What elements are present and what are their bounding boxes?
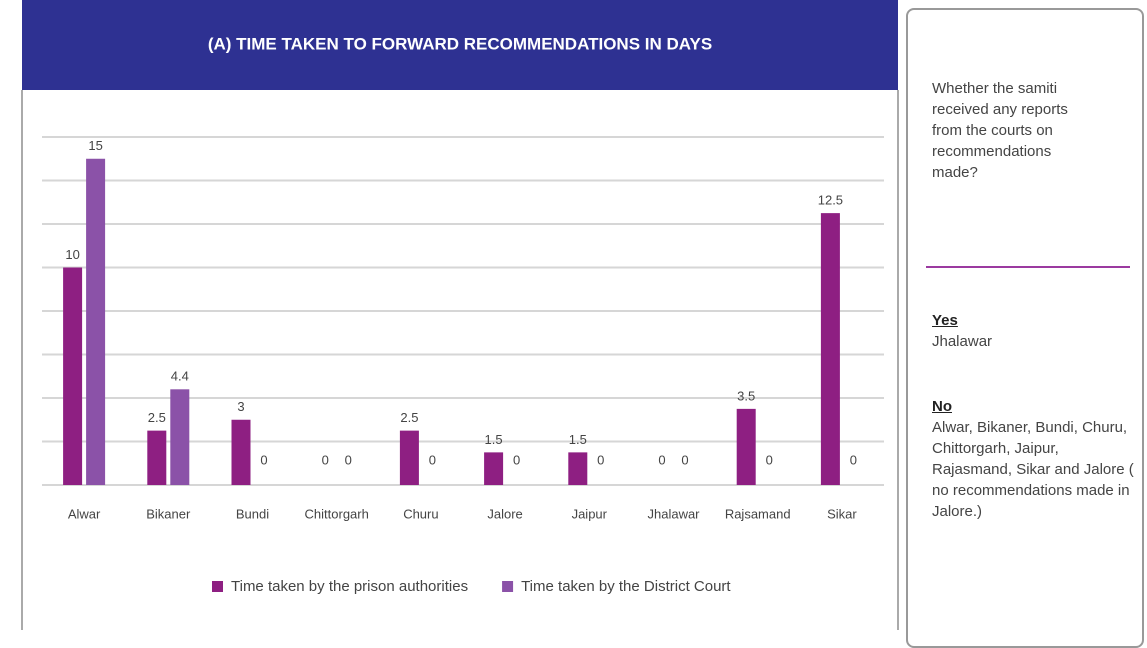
- bar: [484, 452, 504, 485]
- bar: [231, 419, 251, 485]
- value-label: 12.5: [818, 193, 843, 208]
- value-label: 10: [65, 247, 79, 262]
- value-label: 4.4: [171, 369, 189, 384]
- legend-swatch: [502, 581, 514, 592]
- bar: [820, 213, 840, 485]
- value-label: 0: [766, 452, 773, 467]
- x-tick-label: Churu: [403, 506, 438, 521]
- side-panel: Whether the samiti received any reports …: [906, 8, 1144, 648]
- value-label: 2.5: [148, 410, 166, 425]
- x-tick-label: Rajsamand: [725, 506, 791, 521]
- no-text: Alwar, Bikaner, Bundi, Churu, Chittorgar…: [932, 419, 1134, 520]
- bar: [86, 158, 106, 485]
- value-label: 0: [597, 452, 604, 467]
- legend-swatch: [212, 581, 223, 592]
- legend-label: Time taken by the prison authorities: [231, 578, 468, 595]
- value-label: 1.5: [485, 432, 503, 447]
- bar: [568, 452, 588, 485]
- question: Whether the samiti received any reports …: [932, 80, 1068, 181]
- x-tick-label: Bikaner: [146, 506, 191, 521]
- no-heading: No: [932, 398, 952, 415]
- value-label: 3.5: [737, 388, 755, 403]
- x-tick-label: Alwar: [68, 506, 101, 521]
- title-bar: [22, 0, 898, 90]
- bar: [147, 430, 167, 485]
- value-label: 0: [513, 452, 520, 467]
- x-tick-label: Jalore: [487, 506, 522, 521]
- page: (A) TIME TAKEN TO FORWARD RECOMMENDATION…: [21, 0, 1144, 648]
- value-label: 0: [322, 452, 329, 467]
- value-label: 15: [88, 138, 102, 153]
- x-tick-label: Jaipur: [572, 506, 608, 521]
- chart: (A) TIME TAKEN TO FORWARD RECOMMENDATION…: [21, 0, 899, 630]
- bar: [399, 430, 419, 485]
- yes-heading: Yes: [932, 312, 958, 329]
- value-label: 0: [345, 452, 352, 467]
- value-label: 0: [850, 452, 857, 467]
- x-tick-label: Sikar: [827, 506, 857, 521]
- value-label: 0: [681, 452, 688, 467]
- value-label: 0: [260, 452, 267, 467]
- bar: [63, 267, 83, 485]
- x-tick-label: Jhalawar: [647, 506, 700, 521]
- chart-title: (A) TIME TAKEN TO FORWARD RECOMMENDATION…: [208, 34, 712, 53]
- divider: [926, 266, 1130, 268]
- value-label: 1.5: [569, 432, 587, 447]
- x-tick-label: Bundi: [236, 506, 269, 521]
- legend-label: Time taken by the District Court: [521, 578, 731, 595]
- value-label: 0: [429, 452, 436, 467]
- bar: [736, 408, 756, 485]
- x-tick-label: Chittorgarh: [305, 506, 369, 521]
- value-label: 0: [658, 452, 665, 467]
- value-label: 2.5: [400, 410, 418, 425]
- yes-text: Jhalawar: [932, 333, 993, 350]
- bar: [170, 389, 190, 485]
- value-label: 3: [237, 399, 244, 414]
